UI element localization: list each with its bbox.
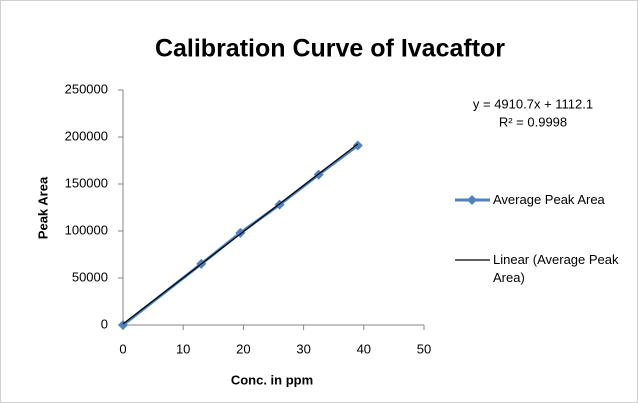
x-axis-title: Conc. in ppm (231, 372, 313, 387)
chart-title: Calibration Curve of Ivacaftor (155, 35, 505, 63)
x-tick-label: 20 (236, 341, 250, 356)
x-tick-label: 10 (176, 341, 190, 356)
equation: y = 4910.7x + 1112.1 (473, 96, 593, 111)
y-tick-label: 50000 (72, 269, 108, 284)
x-tick-label: 30 (296, 341, 310, 356)
data-point (352, 140, 363, 151)
legend-label: Average Peak Area (493, 192, 605, 207)
y-tick-label: 200000 (65, 128, 108, 143)
y-tick-label: 100000 (65, 222, 108, 237)
legend-label: Linear (Average Peak Area) (493, 252, 619, 285)
x-tick-label: 50 (417, 341, 431, 356)
y-axis-title: Peak Area (35, 176, 50, 239)
legend-marker (467, 195, 477, 205)
y-tick-label: 0 (101, 316, 108, 331)
x-tick-label: 40 (357, 341, 371, 356)
x-tick-label: 0 (119, 341, 126, 356)
series-line (122, 143, 359, 325)
y-tick-label: 150000 (65, 175, 108, 190)
y-tick-label: 250000 (65, 81, 108, 96)
r-squared: R² = 0.9998 (499, 114, 567, 129)
